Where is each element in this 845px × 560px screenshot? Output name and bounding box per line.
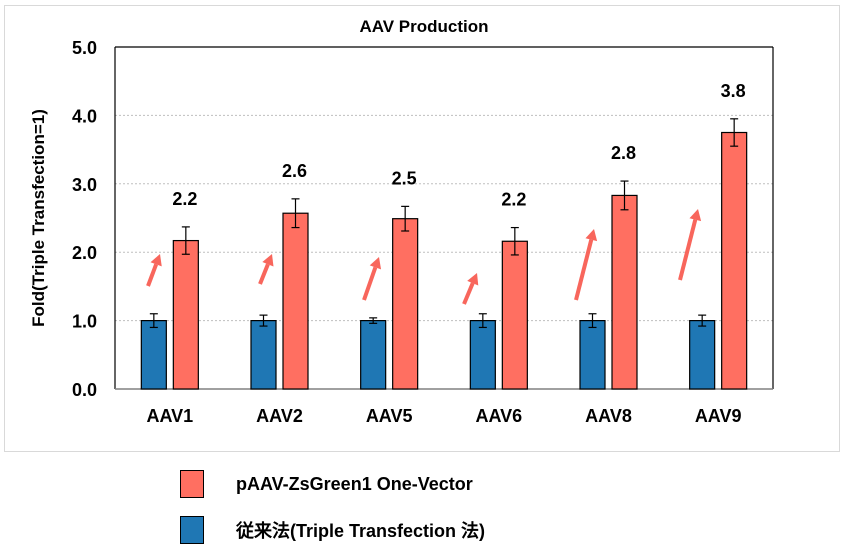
bar-triple-transfection	[689, 320, 716, 390]
x-tick-label: AAV2	[256, 406, 303, 426]
chart-title: AAV Production	[359, 17, 488, 36]
bar-one-vector	[172, 239, 199, 390]
legend-label: pAAV-ZsGreen1 One-Vector	[236, 473, 473, 494]
y-axis-label: Fold(Triple Transfection=1)	[29, 109, 48, 327]
x-tick-label: AAV1	[146, 406, 193, 426]
bar-one-vector	[392, 218, 419, 390]
bar-one-vector	[721, 131, 748, 390]
up-arrow-icon	[258, 263, 270, 285]
y-tick-label: 1.0	[72, 312, 97, 332]
x-tick-label: AAV5	[366, 406, 413, 426]
bar-one-vector	[611, 194, 638, 390]
y-tick-label: 4.0	[72, 106, 97, 126]
data-label: 2.2	[172, 189, 197, 209]
up-arrow-head-icon	[689, 209, 702, 222]
up-arrow-icon	[678, 219, 698, 281]
data-label: 2.2	[501, 190, 526, 210]
bar-triple-transfection	[579, 320, 606, 390]
legend-swatch-one-vector	[180, 470, 204, 498]
x-tick-label: AAV8	[585, 406, 632, 426]
up-arrow-head-icon	[369, 257, 382, 270]
data-label: 2.8	[611, 143, 636, 163]
x-tick-label: AAV9	[695, 406, 742, 426]
bar-triple-transfection	[140, 320, 167, 390]
legend-item-triple-transfection: 従来法(Triple Transfection 法)	[180, 516, 485, 544]
data-label: 2.5	[392, 168, 417, 188]
bar-triple-transfection	[469, 320, 496, 390]
bar-chart: AAV Production Fold(Triple Transfection=…	[29, 17, 774, 426]
y-tick-label: 0.0	[72, 380, 97, 400]
up-arrow-head-icon	[150, 254, 162, 267]
legend-item-one-vector: pAAV-ZsGreen1 One-Vector	[180, 470, 473, 498]
up-arrow-icon	[574, 239, 594, 301]
data-label: 2.6	[282, 161, 307, 181]
bar-one-vector	[282, 212, 309, 390]
legend-label: 従来法(Triple Transfection 法)	[236, 521, 486, 541]
up-arrow-icon	[362, 266, 378, 301]
bar-triple-transfection	[250, 320, 277, 390]
up-arrow-head-icon	[585, 229, 598, 242]
x-tick-label: AAV6	[475, 406, 522, 426]
up-arrow-head-icon	[262, 254, 274, 267]
up-arrow-icon	[462, 282, 475, 305]
y-tick-label: 5.0	[72, 38, 97, 58]
bar-one-vector	[501, 240, 528, 390]
y-tick-label: 3.0	[72, 175, 97, 195]
legend-swatch-triple-transfection	[180, 516, 204, 544]
y-tick-label: 2.0	[72, 243, 97, 263]
chart-frame	[4, 5, 840, 452]
up-arrow-head-icon	[467, 273, 479, 286]
data-label: 3.8	[721, 81, 746, 101]
bar-triple-transfection	[360, 320, 387, 390]
up-arrow-icon	[146, 263, 159, 287]
